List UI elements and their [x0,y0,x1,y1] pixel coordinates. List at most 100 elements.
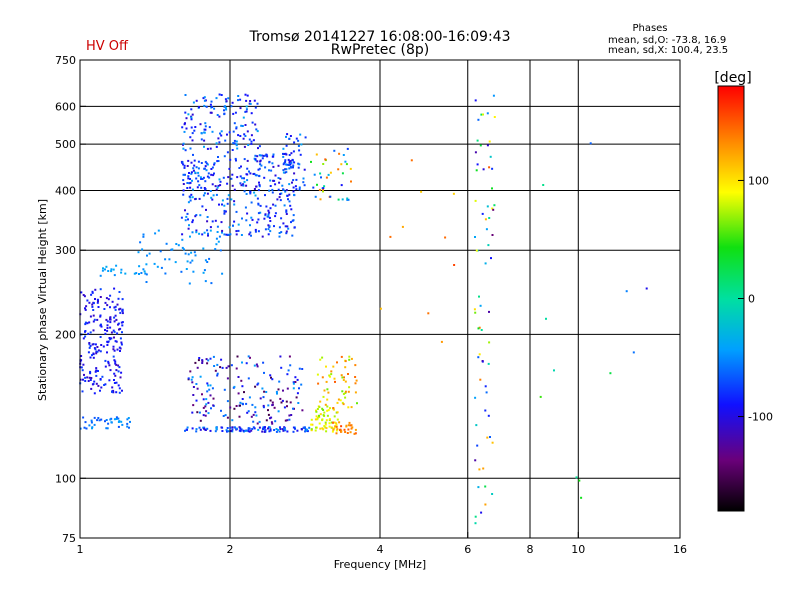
echo-point [295,188,298,191]
echo-point [112,268,115,271]
echo-point [203,231,206,234]
echo-point [318,414,320,417]
echo-point [128,426,130,429]
echo-point [258,183,261,186]
echo-point [264,429,267,432]
echo-point [121,309,124,312]
echo-point [319,198,322,201]
echo-point [285,232,288,235]
echo-point [332,365,335,368]
echo-point [486,112,489,115]
echo-point [247,427,250,430]
echo-point [300,383,303,386]
echo-point [118,346,121,349]
echo-point [288,137,291,140]
echo-point [218,115,221,118]
echo-point [112,391,115,394]
echo-point [335,423,338,426]
echo-point [230,364,233,367]
echo-point [102,345,105,348]
echo-point [246,94,249,97]
echo-point [286,419,289,422]
echo-point [249,172,252,175]
echo-point [82,363,85,366]
echo-point [86,376,89,379]
echo-point [262,154,265,157]
echo-point [184,173,186,176]
echo-point [319,358,322,361]
echo-point [258,145,261,148]
echo-point [254,158,257,161]
echo-point [239,429,242,432]
echo-point [199,375,202,378]
echo-point [206,229,209,232]
echo-point [277,388,280,391]
echo-point [278,430,281,433]
echo-point [487,362,490,365]
echo-point [100,325,103,328]
echo-point [175,243,178,245]
echo-point [231,419,234,422]
echo-point [213,365,216,367]
echo-point [267,213,270,216]
echo-point [327,173,330,176]
echo-point [95,374,98,377]
echo-point [270,416,273,419]
y-tick-label: 300 [55,244,76,257]
echo-point [181,233,184,236]
echo-point [256,197,259,200]
echo-point [475,249,478,252]
echo-point [311,423,314,426]
echo-point [266,155,269,158]
echo-point [114,340,117,343]
echo-point [286,373,289,376]
echo-point [347,428,350,431]
echo-point [194,126,197,128]
echo-point [302,181,305,184]
echo-point [210,407,212,410]
echo-point [328,422,331,425]
echo-point [209,384,212,387]
echo-point [229,406,232,409]
echo-point [306,430,309,433]
echo-point [207,384,210,387]
echo-point [285,135,287,138]
echo-point [272,203,275,206]
echo-point [227,365,230,368]
echo-point [284,160,287,163]
echo-point [216,114,219,116]
chart-subtitle: RwPretec (8p) [331,42,429,58]
echo-point [216,231,219,233]
echo-point [288,193,291,196]
echo-point [115,369,118,372]
echo-point [332,408,335,411]
echo-point [489,155,492,158]
echo-point [324,426,327,429]
echo-point [256,102,259,105]
echo-point [246,167,249,170]
echo-point [300,143,303,146]
echo-point [145,263,148,266]
echo-point [242,116,245,119]
echo-point [113,320,116,323]
echo-point [107,422,110,425]
echo-point [109,418,112,421]
echo-point [261,157,264,160]
echo-point [271,403,274,406]
echo-point [106,327,109,329]
echo-point [310,423,313,426]
echo-point [95,369,98,372]
echo-point [316,418,319,421]
echo-point [85,305,88,308]
echo-point [291,219,294,222]
echo-point [284,190,287,193]
echo-point [215,426,218,429]
echo-point [106,427,109,430]
echo-point [107,362,110,365]
echo-point [278,380,281,383]
echo-point [237,376,240,378]
echo-point [336,361,338,364]
echo-point [486,205,489,208]
echo-point [249,190,252,193]
echo-point [346,197,349,200]
